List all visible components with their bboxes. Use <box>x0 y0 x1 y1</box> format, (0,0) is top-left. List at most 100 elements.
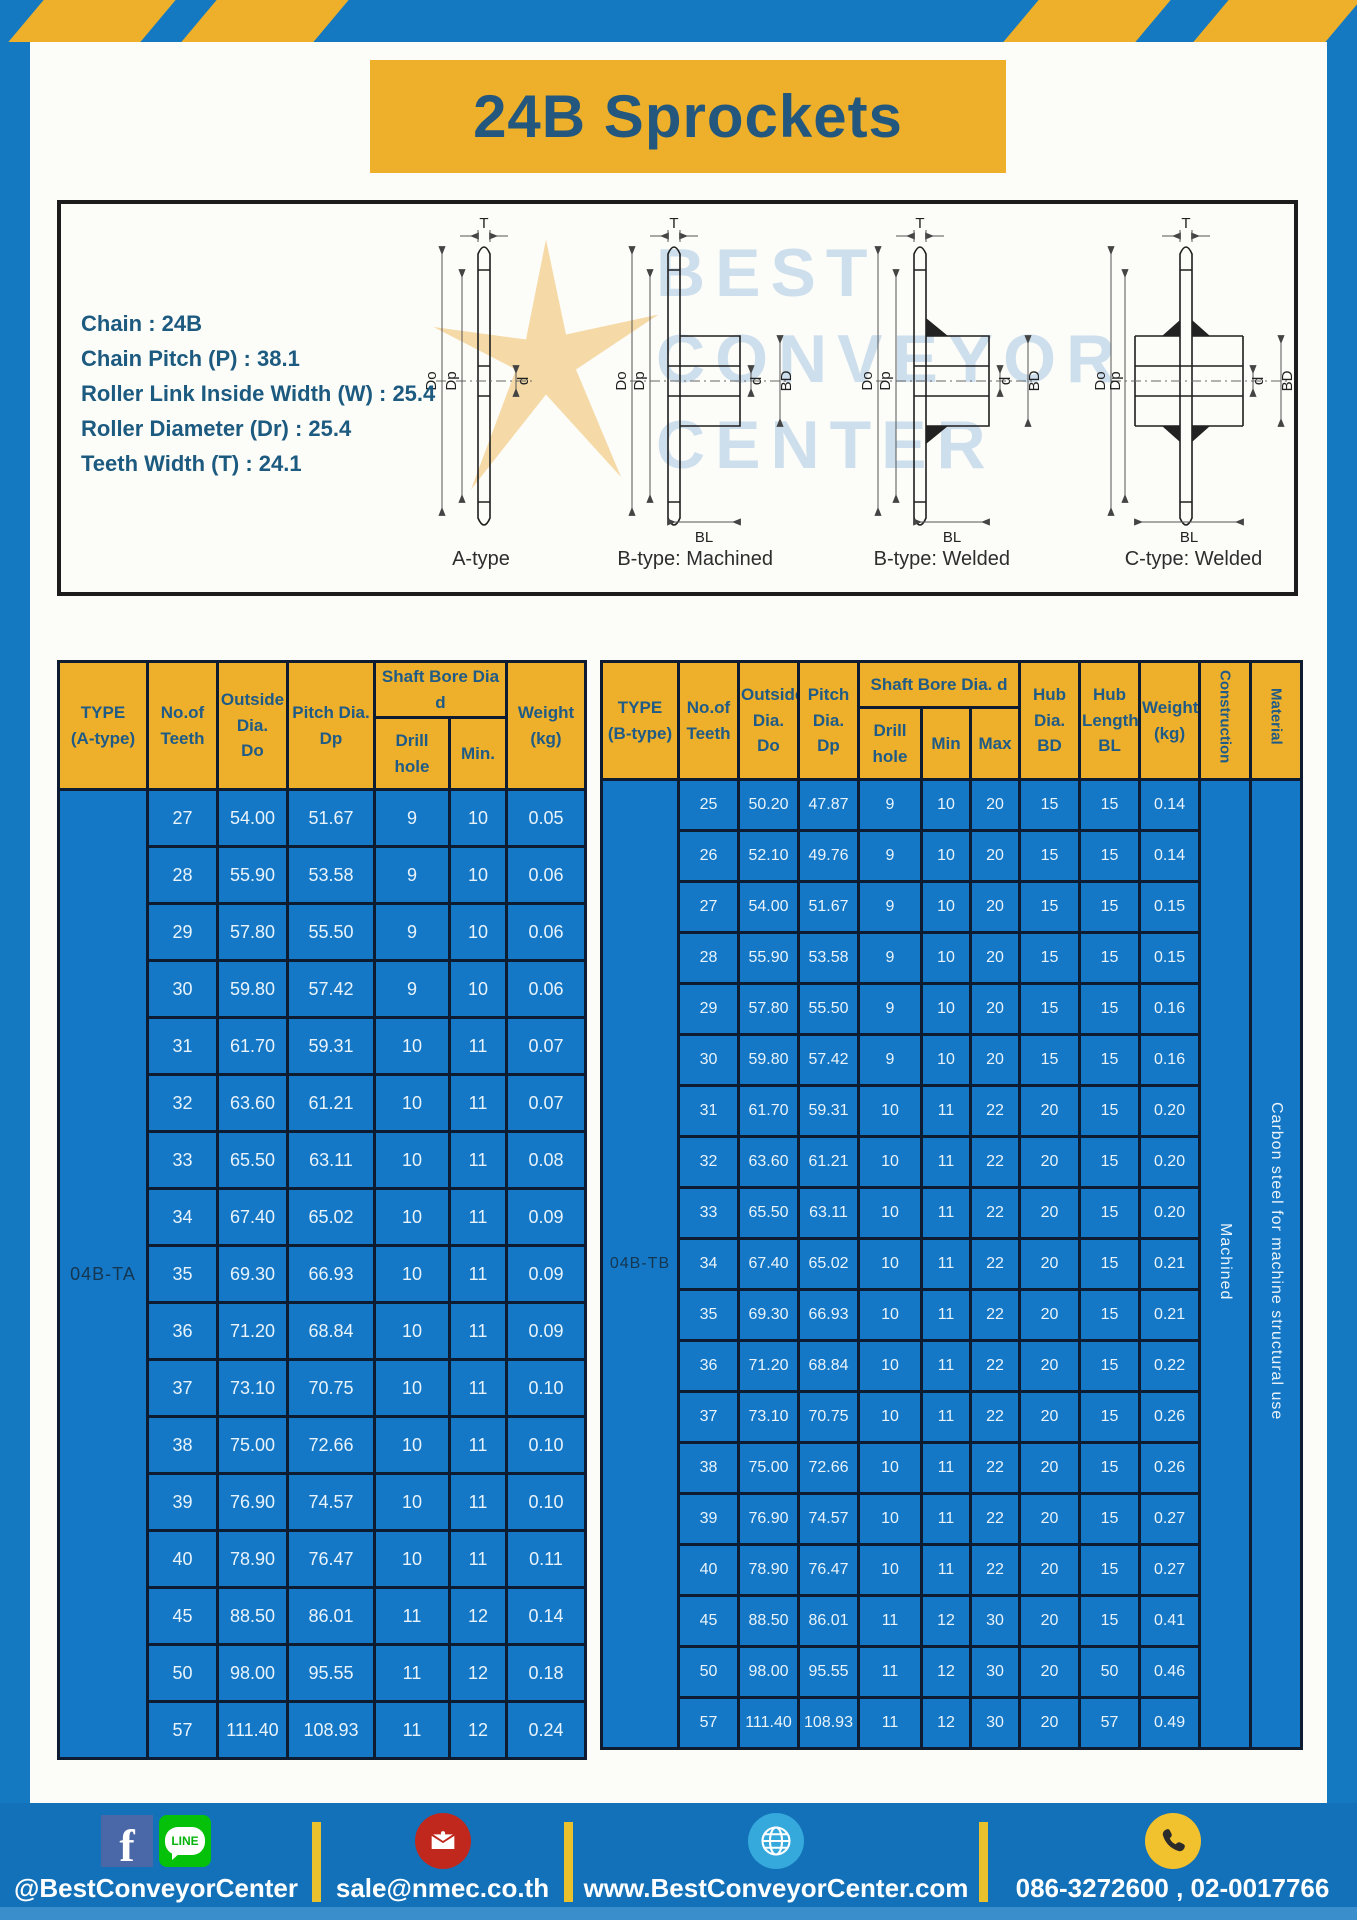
cell-drill-hole: 10 <box>373 1130 451 1190</box>
cell-weight: 0.05 <box>505 788 587 848</box>
cell-min: 11 <box>448 1187 508 1247</box>
svg-text:Do: Do <box>859 371 876 390</box>
table-row: 38 75.00 72.66 10 11 0.10 <box>59 1415 587 1475</box>
cell-min: 12 <box>920 1645 972 1699</box>
col-header-pitch-dia: Pitch Dia. Dp <box>797 660 860 781</box>
cell-teeth: 34 <box>146 1187 219 1247</box>
table-row: 33 65.50 63.11 10 11 0.08 <box>59 1130 587 1190</box>
title-banner: 24B Sprockets <box>370 60 1006 173</box>
cell-teeth: 39 <box>677 1492 740 1546</box>
cell-drill-hole: 11 <box>857 1645 923 1699</box>
svg-text:BL: BL <box>694 529 712 546</box>
cell-outside-dia: 67.40 <box>216 1187 289 1247</box>
cell-weight: 0.18 <box>505 1643 587 1703</box>
cell-hub-length: 15 <box>1078 880 1142 934</box>
cell-max: 22 <box>968 1339 1022 1393</box>
cell-drill-hole: 10 <box>857 1441 923 1495</box>
cell-weight: 0.24 <box>505 1700 587 1760</box>
cell-weight: 0.41 <box>1138 1594 1202 1648</box>
cell-min: 11 <box>920 1186 972 1240</box>
facebook-icon: f <box>101 1815 153 1869</box>
table-row: 40 78.90 76.47 10 11 22 20 15 0.27 <box>602 1543 1302 1597</box>
cell-max: 22 <box>968 1441 1022 1495</box>
table-row: 40 78.90 76.47 10 11 0.11 <box>59 1529 587 1589</box>
cell-teeth: 57 <box>146 1700 219 1760</box>
cell-teeth: 35 <box>677 1288 740 1342</box>
cell-outside-dia: 69.30 <box>216 1244 289 1304</box>
col-header-pitch-dia: Pitch Dia. Dp <box>286 660 376 791</box>
cell-outside-dia: 65.50 <box>216 1130 289 1190</box>
col-header-max: Max <box>968 706 1022 781</box>
cell-drill-hole: 10 <box>857 1543 923 1597</box>
svg-text:Do: Do <box>1092 371 1109 390</box>
cell-hub-length: 15 <box>1078 1441 1142 1495</box>
cell-hub-dia: 20 <box>1018 1441 1082 1495</box>
cell-max: 22 <box>968 1135 1022 1189</box>
cell-drill-hole: 10 <box>857 1492 923 1546</box>
cell-min: 10 <box>920 931 972 985</box>
cell-pitch-dia: 74.57 <box>286 1472 376 1532</box>
b-type-spec-table: TYPE (B-type) No.of Teeth Outside Dia. D… <box>600 660 1304 1750</box>
col-header-outside-dia: Outside Dia. Do <box>216 660 289 791</box>
cell-max: 20 <box>968 982 1022 1036</box>
cell-teeth: 38 <box>677 1441 740 1495</box>
line-icon: LINE <box>159 1815 211 1867</box>
cell-outside-dia: 57.80 <box>737 982 800 1036</box>
cell-pitch-dia: 95.55 <box>286 1643 376 1703</box>
cell-hub-dia: 20 <box>1018 1390 1082 1444</box>
cell-pitch-dia: 51.67 <box>286 788 376 848</box>
contact-footer: f LINE @BestConveyorCenter sale@nmec.co.… <box>0 1803 1357 1920</box>
cell-teeth: 37 <box>677 1390 740 1444</box>
cell-pitch-dia: 74.57 <box>797 1492 860 1546</box>
table-row: 28 55.90 53.58 9 10 20 15 15 0.15 <box>602 931 1302 985</box>
cell-pitch-dia: 65.02 <box>286 1187 376 1247</box>
cell-weight: 0.07 <box>505 1016 587 1076</box>
svg-text:Dp: Dp <box>443 371 460 390</box>
svg-text:Dp: Dp <box>1107 371 1124 390</box>
cell-outside-dia: 98.00 <box>216 1643 289 1703</box>
cell-outside-dia: 63.60 <box>216 1073 289 1133</box>
cell-drill-hole: 10 <box>373 1529 451 1589</box>
col-header-material: Material <box>1249 660 1304 781</box>
cell-drill-hole: 9 <box>373 902 451 962</box>
cell-weight: 0.26 <box>1138 1390 1202 1444</box>
cell-outside-dia: 55.90 <box>737 931 800 985</box>
cell-drill-hole: 11 <box>373 1586 451 1646</box>
col-header-weight: Weight (kg) <box>1138 660 1202 781</box>
cell-min: 10 <box>920 778 972 832</box>
table-row: 36 71.20 68.84 10 11 0.09 <box>59 1301 587 1361</box>
table-row: 27 54.00 51.67 9 10 20 15 15 0.15 <box>602 880 1302 934</box>
cell-drill-hole: 9 <box>857 1033 923 1087</box>
cell-hub-dia: 15 <box>1018 982 1082 1036</box>
spec-roller-width: Roller Link Inside Width (W) : 25.4 <box>81 381 436 406</box>
cell-max: 30 <box>968 1594 1022 1648</box>
cell-outside-dia: 78.90 <box>216 1529 289 1589</box>
cell-hub-length: 15 <box>1078 1033 1142 1087</box>
cell-pitch-dia: 66.93 <box>797 1288 860 1342</box>
cell-hub-length: 15 <box>1078 1237 1142 1291</box>
table-row: 37 73.10 70.75 10 11 0.10 <box>59 1358 587 1418</box>
cell-pitch-dia: 76.47 <box>797 1543 860 1597</box>
cell-hub-dia: 20 <box>1018 1288 1082 1342</box>
line-icon-label: LINE <box>171 1834 199 1848</box>
cell-hub-length: 50 <box>1078 1645 1142 1699</box>
cell-min: 10 <box>448 902 508 962</box>
diagram-caption: B-type: Welded <box>873 548 1010 570</box>
table-row: 29 57.80 55.50 9 10 20 15 15 0.16 <box>602 982 1302 1036</box>
cell-drill-hole: 10 <box>373 1358 451 1418</box>
cell-hub-length: 15 <box>1078 1186 1142 1240</box>
cell-hub-dia: 15 <box>1018 778 1082 832</box>
cell-hub-dia: 15 <box>1018 1033 1082 1087</box>
cell-outside-dia: 61.70 <box>737 1084 800 1138</box>
b-table-body: 04B-TB 25 50.20 47.87 9 10 20 15 15 0.14 Machined C… <box>600 778 1304 1750</box>
cell-pitch-dia: 59.31 <box>797 1084 860 1138</box>
cell-drill-hole: 10 <box>373 1301 451 1361</box>
cell-drill-hole: 9 <box>857 931 923 985</box>
table-row: 50 98.00 95.55 11 12 30 20 50 0.46 <box>602 1645 1302 1699</box>
a-type-drawing-icon: T Do Dp <box>423 216 536 526</box>
cell-outside-dia: 73.10 <box>737 1390 800 1444</box>
spec-teeth-width: Teeth Width (T) : 24.1 <box>81 451 302 476</box>
cell-weight: 0.07 <box>505 1073 587 1133</box>
cell-min: 10 <box>920 880 972 934</box>
cell-outside-dia: 88.50 <box>737 1594 800 1648</box>
